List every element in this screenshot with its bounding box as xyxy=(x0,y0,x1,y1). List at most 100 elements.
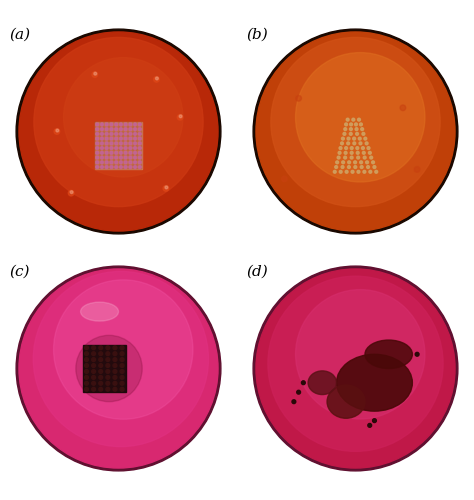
Circle shape xyxy=(119,128,122,130)
Circle shape xyxy=(91,388,95,391)
Circle shape xyxy=(70,190,73,194)
Circle shape xyxy=(353,142,356,145)
Circle shape xyxy=(138,156,141,159)
Circle shape xyxy=(134,156,137,159)
Circle shape xyxy=(138,128,141,130)
Circle shape xyxy=(359,142,362,145)
Circle shape xyxy=(106,346,109,350)
Circle shape xyxy=(115,152,118,154)
Circle shape xyxy=(119,156,122,159)
Circle shape xyxy=(105,128,108,130)
Circle shape xyxy=(154,76,159,82)
Circle shape xyxy=(344,152,347,154)
Circle shape xyxy=(296,52,425,182)
Circle shape xyxy=(105,152,108,154)
Circle shape xyxy=(134,166,137,168)
Circle shape xyxy=(368,152,371,154)
Circle shape xyxy=(119,146,122,150)
Circle shape xyxy=(119,166,122,168)
Circle shape xyxy=(345,123,347,126)
Circle shape xyxy=(355,128,358,130)
Circle shape xyxy=(134,146,137,150)
Circle shape xyxy=(350,152,353,154)
Circle shape xyxy=(113,376,117,380)
Circle shape xyxy=(341,137,344,140)
Circle shape xyxy=(292,400,296,404)
Circle shape xyxy=(344,156,346,159)
Circle shape xyxy=(68,190,74,196)
Circle shape xyxy=(19,32,218,231)
Circle shape xyxy=(33,272,209,446)
Circle shape xyxy=(119,142,122,145)
Circle shape xyxy=(361,128,364,130)
Circle shape xyxy=(94,72,97,75)
Circle shape xyxy=(352,118,355,121)
Circle shape xyxy=(350,123,353,126)
Ellipse shape xyxy=(81,302,118,321)
Circle shape xyxy=(129,137,132,140)
Circle shape xyxy=(336,161,338,164)
Circle shape xyxy=(301,381,305,384)
Circle shape xyxy=(124,142,127,145)
Circle shape xyxy=(134,123,137,126)
Circle shape xyxy=(134,161,137,164)
Circle shape xyxy=(338,152,341,154)
Circle shape xyxy=(91,352,95,356)
Circle shape xyxy=(34,38,203,206)
Circle shape xyxy=(110,166,113,168)
Circle shape xyxy=(347,166,350,168)
Circle shape xyxy=(113,358,117,362)
Bar xyxy=(95,122,142,170)
Circle shape xyxy=(110,142,113,145)
Circle shape xyxy=(105,146,108,150)
Circle shape xyxy=(163,186,169,191)
Circle shape xyxy=(113,364,117,368)
Circle shape xyxy=(271,38,440,206)
Circle shape xyxy=(54,128,60,134)
Circle shape xyxy=(350,156,353,159)
Circle shape xyxy=(256,269,455,468)
Ellipse shape xyxy=(337,354,412,411)
Circle shape xyxy=(364,137,367,140)
Circle shape xyxy=(348,161,351,164)
Circle shape xyxy=(119,123,122,126)
Bar xyxy=(83,345,126,392)
Circle shape xyxy=(179,115,182,118)
Circle shape xyxy=(124,123,127,126)
Circle shape xyxy=(346,142,349,145)
Circle shape xyxy=(124,132,127,136)
Circle shape xyxy=(115,166,118,168)
Circle shape xyxy=(129,156,132,159)
Circle shape xyxy=(84,388,88,391)
Circle shape xyxy=(92,72,98,78)
Circle shape xyxy=(115,156,118,159)
Circle shape xyxy=(91,358,95,362)
Circle shape xyxy=(347,137,350,140)
Circle shape xyxy=(138,142,141,145)
Circle shape xyxy=(96,132,99,136)
Circle shape xyxy=(165,186,168,189)
Circle shape xyxy=(349,128,352,130)
Circle shape xyxy=(91,376,95,380)
Circle shape xyxy=(120,358,124,362)
Circle shape xyxy=(335,166,337,168)
Circle shape xyxy=(100,156,103,159)
Circle shape xyxy=(115,142,118,145)
Circle shape xyxy=(100,137,103,140)
Circle shape xyxy=(366,166,369,168)
Circle shape xyxy=(296,290,425,419)
Circle shape xyxy=(91,370,95,374)
Circle shape xyxy=(84,364,88,368)
Circle shape xyxy=(119,152,122,154)
Circle shape xyxy=(96,152,99,154)
Text: (c): (c) xyxy=(9,264,30,278)
Circle shape xyxy=(365,161,368,164)
Circle shape xyxy=(96,128,99,130)
Circle shape xyxy=(129,161,132,164)
Circle shape xyxy=(129,166,132,168)
Circle shape xyxy=(106,370,109,374)
Circle shape xyxy=(100,146,103,150)
Circle shape xyxy=(105,137,108,140)
Circle shape xyxy=(341,166,344,168)
Circle shape xyxy=(64,58,183,177)
